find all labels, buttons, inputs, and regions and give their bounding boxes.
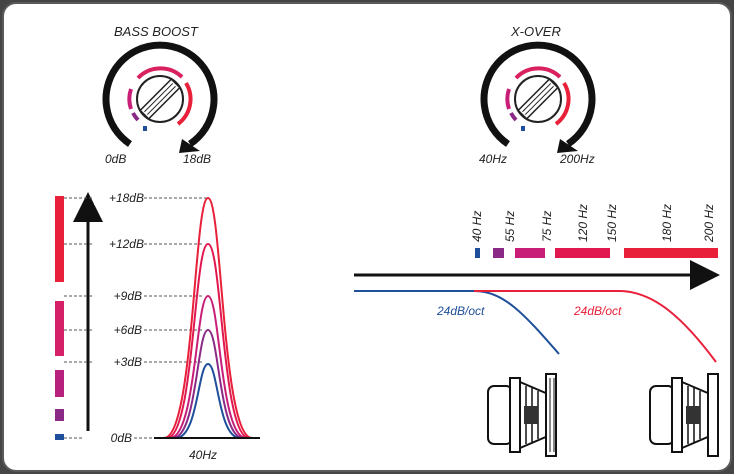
- freq-label: 120 Hz: [576, 203, 590, 242]
- freq-label: 150 Hz: [605, 203, 619, 242]
- level-label: +9dB: [92, 289, 142, 303]
- band-75hz: [515, 248, 545, 258]
- speaker-icon-right: [649, 373, 719, 457]
- freq-label: 180 Hz: [660, 203, 674, 242]
- xover-title: X-OVER: [511, 24, 561, 39]
- level-label: +18dB: [94, 191, 144, 205]
- bass-boost-title: BASS BOOST: [114, 24, 198, 39]
- band-55hz: [493, 248, 504, 258]
- freq-label: 55 Hz: [503, 210, 517, 242]
- xover-min-label: 40Hz: [479, 152, 508, 166]
- level-label: +6dB: [92, 323, 142, 337]
- level-label: +12dB: [94, 237, 144, 251]
- blue-crossover-curve: [354, 290, 560, 355]
- xover-max-label: 200Hz: [560, 152, 595, 166]
- band-40hz: [475, 248, 480, 258]
- level-bar-red: [55, 196, 64, 282]
- boost-curves: [163, 196, 253, 439]
- level-label: 0dB: [82, 431, 132, 445]
- freq-label: 200 Hz: [702, 203, 716, 242]
- level-bar-violet: [55, 370, 64, 397]
- bass-boost-min-label: 0dB: [105, 152, 127, 166]
- band-180hz: [624, 248, 718, 258]
- speaker-icon-left: [487, 373, 557, 457]
- level-label: +3dB: [92, 355, 142, 369]
- right-slope-label: 24dB/oct: [574, 304, 622, 318]
- level-bar-blue: [55, 434, 64, 440]
- diagram-canvas: [55, 41, 720, 457]
- left-slope-label: 24dB/oct: [437, 304, 485, 318]
- xover-knob[interactable]: [480, 41, 596, 153]
- freq-label: 75 Hz: [540, 210, 554, 242]
- bass-boost-knob[interactable]: [102, 41, 218, 153]
- band-120hz: [555, 248, 610, 258]
- freq-label: 40 Hz: [470, 210, 484, 242]
- level-bar-purple: [55, 409, 64, 421]
- boost-x-label: 40Hz: [189, 448, 218, 462]
- panel: BASS BOOST 0dB 18dB X-OVER 40Hz 200Hz +1…: [4, 4, 730, 470]
- bass-boost-max-label: 18dB: [183, 152, 212, 166]
- red-crossover-curve: [474, 290, 717, 363]
- level-gridlines: [64, 197, 208, 439]
- level-bar-magenta: [55, 301, 64, 356]
